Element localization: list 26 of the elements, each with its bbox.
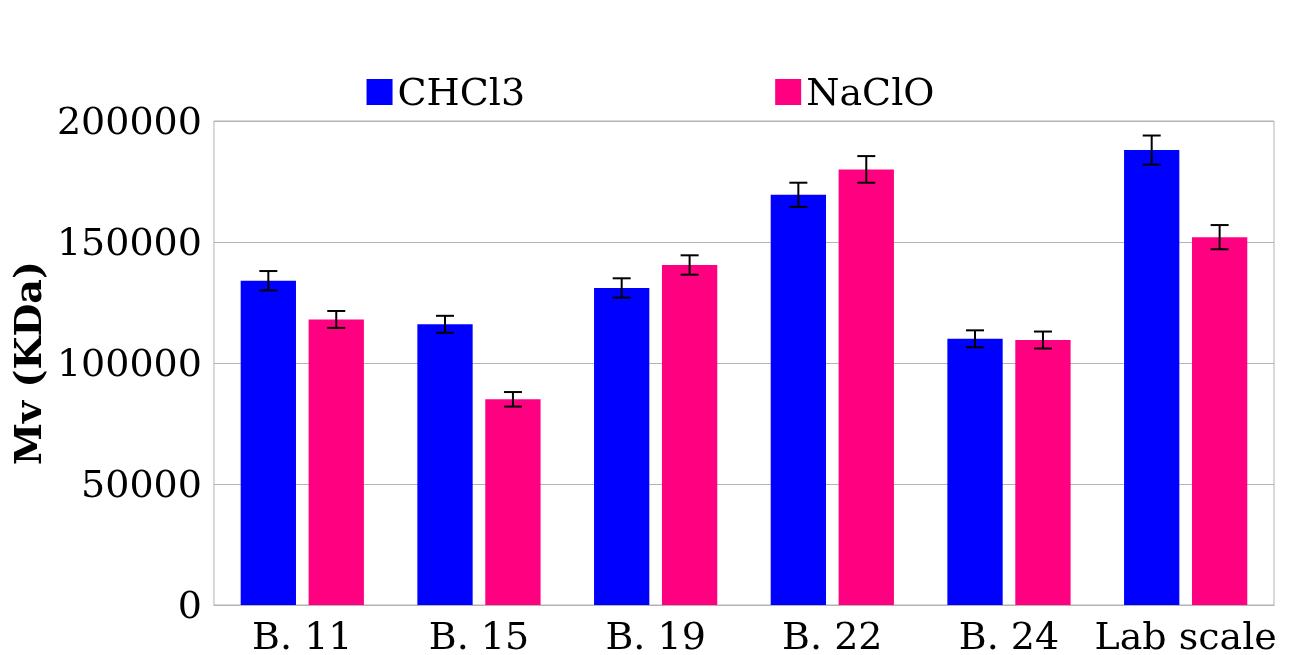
x-tick-label: B. 15 — [428, 614, 530, 655]
bar — [1124, 150, 1180, 605]
x-tick-label: B. 24 — [958, 614, 1060, 655]
x-tick-label: B. 22 — [782, 614, 883, 655]
bar — [1015, 340, 1071, 605]
y-axis-title: Mv (KDa) — [4, 261, 50, 465]
bar — [661, 264, 718, 605]
bar — [417, 324, 473, 605]
y-tick-label: 100000 — [56, 341, 202, 385]
y-tick-label: 200000 — [56, 99, 202, 143]
bar — [240, 280, 296, 605]
legend-label: CHCl3 — [397, 70, 526, 114]
bar — [1191, 237, 1248, 605]
bar — [947, 338, 1003, 605]
bar — [485, 399, 541, 605]
x-tick-label: B. 19 — [605, 614, 706, 655]
x-tick-label: B. 11 — [252, 614, 353, 655]
bar — [770, 194, 826, 605]
bar — [838, 169, 894, 605]
bar — [594, 287, 650, 605]
y-tick-label: 0 — [177, 583, 202, 627]
y-tick-label: 150000 — [56, 220, 202, 264]
y-tick-label: 50000 — [81, 462, 202, 506]
legend-label: NaClO — [806, 70, 935, 114]
bar — [308, 319, 364, 605]
x-tick-label: Lab scale — [1094, 614, 1277, 655]
